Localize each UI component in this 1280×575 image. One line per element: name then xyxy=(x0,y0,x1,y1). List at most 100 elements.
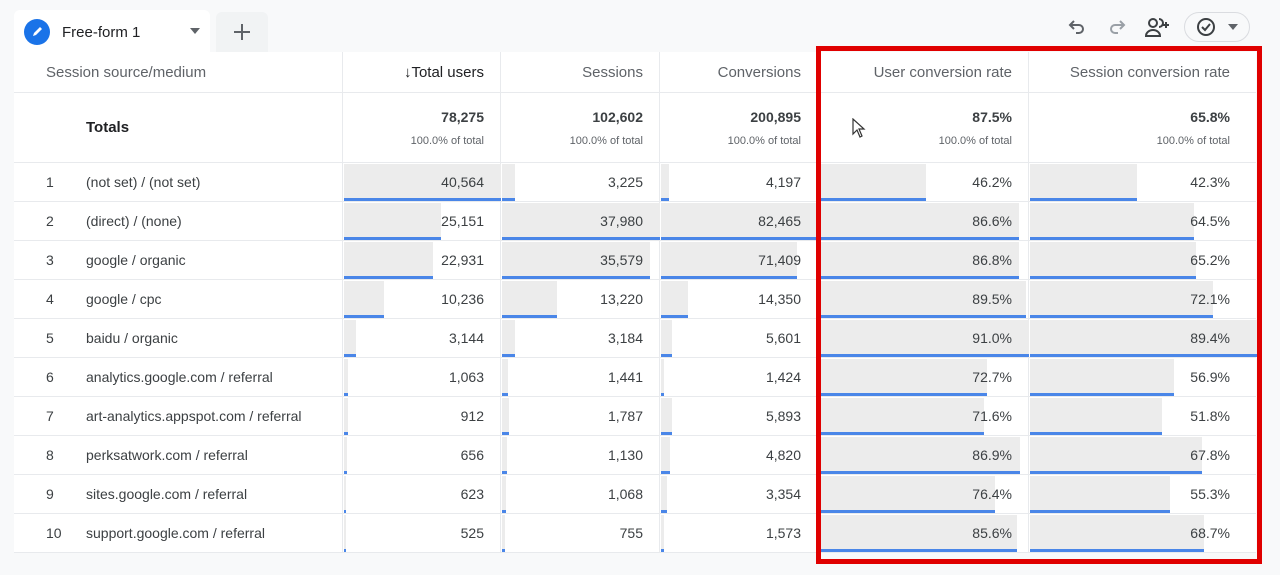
metric-cell: 3,144 xyxy=(343,319,501,357)
value-bar xyxy=(344,320,357,357)
value-bar xyxy=(502,242,650,279)
table-row[interactable]: 9 sites.google.com / referral 623 1,068 3,35… xyxy=(14,475,1256,514)
totals-value: 200,895 xyxy=(750,108,801,125)
source-medium[interactable]: art-analytics.appspot.com / referral xyxy=(86,408,302,424)
source-medium[interactable]: baidu / organic xyxy=(86,330,178,346)
source-medium[interactable]: analytics.google.com / referral xyxy=(86,369,273,385)
value-bar xyxy=(661,164,669,201)
value-bar xyxy=(661,476,668,513)
table-row[interactable]: 8 perksatwork.com / referral 656 1,130 4,820… xyxy=(14,436,1256,475)
metric-value: 5,601 xyxy=(765,330,801,346)
metric-value: 912 xyxy=(460,408,484,424)
metric-cell: 5,601 xyxy=(660,319,818,357)
source-cell: 10 support.google.com / referral xyxy=(14,514,343,552)
metric-cell: 56.9% xyxy=(1029,358,1256,396)
metric-cell: 46.2% xyxy=(818,163,1029,201)
value-bar xyxy=(502,164,516,201)
value-bar xyxy=(661,281,689,318)
column-header[interactable]: Conversions xyxy=(660,52,818,92)
metric-cell: 1,130 xyxy=(501,436,660,474)
check-circle-icon xyxy=(1197,18,1216,36)
metric-cell: 71.6% xyxy=(818,397,1029,435)
totals-cell: 200,895 100.0% of total xyxy=(660,93,818,162)
source-cell: 3 google / organic xyxy=(14,241,343,279)
table-row[interactable]: 7 art-analytics.appspot.com / referral 912… xyxy=(14,397,1256,436)
metric-cell: 1,063 xyxy=(343,358,501,396)
table-row[interactable]: 5 baidu / organic 3,144 3,184 5,601 91.0% 89.4… xyxy=(14,319,1257,358)
undo-icon[interactable] xyxy=(1064,14,1090,40)
column-header[interactable]: Session source/medium xyxy=(14,52,343,92)
value-bar xyxy=(344,203,442,240)
metric-cell: 1,787 xyxy=(501,397,660,435)
value-bar xyxy=(661,437,671,474)
metric-cell: 42.3% xyxy=(1029,163,1256,201)
source-medium[interactable]: (direct) / (none) xyxy=(86,213,182,229)
table-row[interactable]: 3 google / organic 22,931 35,579 71,409 86.8%… xyxy=(14,241,1256,280)
source-cell: 1 (not set) / (not set) xyxy=(14,163,343,201)
metric-value: 525 xyxy=(460,525,484,541)
metric-value: 64.5% xyxy=(1190,213,1230,229)
value-bar xyxy=(1030,515,1205,552)
metric-value: 1,787 xyxy=(607,408,643,424)
redo-icon[interactable] xyxy=(1104,14,1130,40)
table-row[interactable]: 10 support.google.com / referral 525 755 1,5… xyxy=(14,514,1256,553)
chevron-down-icon[interactable] xyxy=(190,28,200,34)
metric-value: 71.6% xyxy=(972,408,1012,424)
value-bar xyxy=(344,242,433,279)
metric-value: 40,564 xyxy=(441,174,484,190)
source-cell: 7 art-analytics.appspot.com / referral xyxy=(14,397,343,435)
value-bar xyxy=(819,476,996,513)
share-users-icon[interactable] xyxy=(1144,14,1170,40)
source-medium[interactable]: google / organic xyxy=(86,252,186,268)
value-bar xyxy=(819,281,1026,318)
row-index: 6 xyxy=(46,369,54,385)
value-bar xyxy=(344,359,349,396)
column-header[interactable]: Sessions xyxy=(501,52,660,92)
source-medium[interactable]: (not set) / (not set) xyxy=(86,174,201,190)
metric-value: 1,573 xyxy=(765,525,801,541)
row-index: 10 xyxy=(46,525,62,541)
column-header[interactable]: User conversion rate xyxy=(818,52,1029,92)
value-bar xyxy=(819,320,1029,357)
metric-value: 68.7% xyxy=(1190,525,1230,541)
metric-cell: 13,220 xyxy=(501,280,660,318)
source-medium[interactable]: support.google.com / referral xyxy=(86,525,265,541)
metric-cell: 912 xyxy=(343,397,501,435)
metric-value: 10,236 xyxy=(441,291,484,307)
metric-cell: 22,931 xyxy=(343,241,501,279)
table-row[interactable]: 2 (direct) / (none) 25,151 37,980 82,465 86.6… xyxy=(14,202,1256,241)
metric-value: 86.9% xyxy=(972,447,1012,463)
metric-value: 5,893 xyxy=(765,408,801,424)
chevron-down-icon xyxy=(1227,24,1238,30)
source-medium[interactable]: sites.google.com / referral xyxy=(86,486,248,502)
status-dropdown[interactable] xyxy=(1184,12,1250,42)
metric-value: 51.8% xyxy=(1190,408,1230,424)
add-tab-button[interactable] xyxy=(216,12,268,52)
metric-cell: 82,465 xyxy=(660,202,818,240)
column-header[interactable]: Session conversion rate xyxy=(1069,63,1230,81)
value-bar xyxy=(661,359,664,396)
value-bar xyxy=(661,203,818,240)
metric-value: 1,068 xyxy=(607,486,643,502)
metric-value: 22,931 xyxy=(441,252,484,268)
table-row[interactable]: 4 google / cpc 10,236 13,220 14,350 89.5% 72.1… xyxy=(14,280,1256,319)
metric-value: 623 xyxy=(460,486,484,502)
totals-cell: 102,602 100.0% of total xyxy=(501,93,660,162)
source-cell: 6 analytics.google.com / referral xyxy=(14,358,343,396)
metric-cell: 72.7% xyxy=(818,358,1029,396)
metric-cell: 1,441 xyxy=(501,358,660,396)
source-medium[interactable]: perksatwork.com / referral xyxy=(86,447,248,463)
column-header[interactable]: ↓Total users xyxy=(343,52,501,92)
metric-cell: 51.8% xyxy=(1029,397,1256,435)
table-row[interactable]: 6 analytics.google.com / referral 1,063 1,4… xyxy=(14,358,1256,397)
value-bar xyxy=(344,281,384,318)
table-row[interactable]: 1 (not set) / (not set) 40,564 3,225 4,197 46… xyxy=(14,163,1256,202)
tab-free-form-1[interactable]: Free-form 1 xyxy=(14,10,210,54)
totals-value: 78,275 xyxy=(441,108,484,125)
source-cell: 4 google / cpc xyxy=(14,280,343,318)
totals-percent: 100.0% of total xyxy=(410,134,484,147)
metric-cell: 4,820 xyxy=(660,436,818,474)
metric-cell: 3,225 xyxy=(501,163,660,201)
metric-value: 755 xyxy=(619,525,643,541)
source-medium[interactable]: google / cpc xyxy=(86,291,162,307)
